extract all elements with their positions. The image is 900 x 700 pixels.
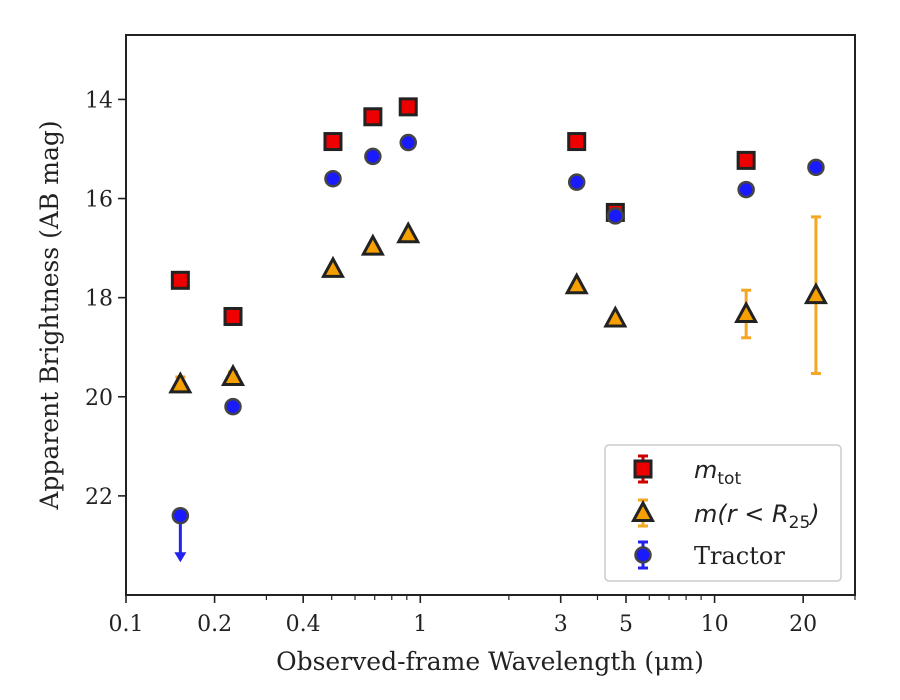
circle-marker	[224, 397, 242, 416]
square-marker	[223, 306, 243, 326]
circle-point	[399, 133, 417, 152]
x-tick-label: 10	[701, 612, 729, 637]
x-tick-label: 3	[554, 612, 568, 637]
circle-marker	[606, 207, 625, 225]
circle-marker	[364, 147, 382, 166]
legend-frame	[604, 444, 842, 582]
triangle-point	[803, 215, 828, 375]
triangle-point	[320, 255, 345, 278]
circle-point	[737, 180, 755, 199]
square-point	[736, 150, 756, 170]
square-point	[323, 132, 343, 152]
square-point	[363, 107, 383, 127]
legend-marker-square	[633, 459, 653, 479]
circle-marker	[171, 506, 190, 525]
square-marker	[363, 107, 383, 127]
circle-point	[807, 158, 825, 177]
circle-point	[567, 173, 586, 191]
y-tick-label: 14	[85, 88, 113, 113]
x-tick-label: 20	[789, 612, 817, 637]
circle-point	[364, 147, 382, 166]
x-tick-label: 1	[413, 612, 427, 637]
triangle-point	[603, 305, 628, 328]
x-axis-label: Observed-frame Wavelength (μm)	[276, 647, 704, 676]
square-point	[223, 306, 243, 326]
square-point	[567, 132, 587, 152]
triangle-point	[360, 233, 385, 256]
triangle-point	[564, 272, 589, 295]
triangle-marker	[360, 233, 385, 256]
circle-point	[171, 506, 190, 563]
square-point	[398, 97, 418, 117]
x-tick-label: 0.4	[286, 612, 321, 637]
triangle-marker	[220, 363, 246, 386]
circle-point	[224, 397, 242, 416]
x-axis-ticks: 0.1 0.2 0.4 1 3 5 10 20	[109, 595, 856, 637]
x-tick-label: 5	[619, 612, 633, 637]
triangle-point	[168, 371, 193, 394]
square-point	[170, 270, 190, 290]
circle-marker	[399, 133, 417, 152]
triangle-marker	[320, 255, 345, 278]
circle-marker	[567, 173, 586, 191]
data-marks	[168, 97, 828, 563]
y-tick-label: 22	[85, 485, 113, 510]
square-marker	[170, 270, 190, 290]
legend-marker-circle	[634, 546, 652, 564]
triangle-point	[220, 363, 246, 386]
triangle-marker	[734, 300, 759, 324]
square-marker	[323, 132, 343, 152]
legend-entry: mtot	[633, 454, 741, 489]
upper-limit-arrow-head	[174, 552, 187, 563]
triangle-marker	[603, 305, 628, 328]
y-axis-label: Apparent Brightness (AB mag)	[35, 120, 64, 510]
square-marker	[398, 97, 418, 117]
triangle-marker	[564, 272, 589, 295]
triangle-point	[734, 288, 759, 340]
legend: mtot m(r < R25) Tractor	[604, 444, 842, 582]
legend-marker-triangle	[630, 499, 656, 522]
y-axis-ticks: 14 16 18 20 22	[85, 88, 126, 510]
series-circle	[171, 133, 825, 563]
triangle-marker	[396, 221, 421, 244]
y-tick-label: 16	[85, 188, 113, 213]
legend-entry: m(r < R25)	[630, 498, 820, 533]
circle-marker	[807, 158, 825, 177]
circle-point	[324, 169, 342, 188]
x-tick-label: 0.1	[109, 612, 144, 637]
y-tick-label: 20	[85, 386, 113, 411]
square-marker	[736, 150, 756, 170]
y-tick-label: 18	[85, 287, 113, 312]
legend-label: Tractor	[694, 542, 785, 570]
circle-marker	[324, 169, 342, 188]
circle-marker	[737, 180, 755, 199]
x-tick-label: 0.2	[197, 612, 232, 637]
circle-point	[606, 207, 625, 225]
legend-entry: Tractor	[634, 540, 785, 570]
legend-label: mtot	[694, 456, 741, 489]
triangle-marker	[803, 282, 828, 305]
plot-frame	[125, 34, 856, 596]
triangle-marker	[168, 371, 193, 394]
legend-label: m(r < R25)	[694, 500, 820, 533]
triangle-point	[396, 221, 421, 244]
series-triangle	[168, 215, 828, 394]
square-marker	[567, 132, 587, 152]
